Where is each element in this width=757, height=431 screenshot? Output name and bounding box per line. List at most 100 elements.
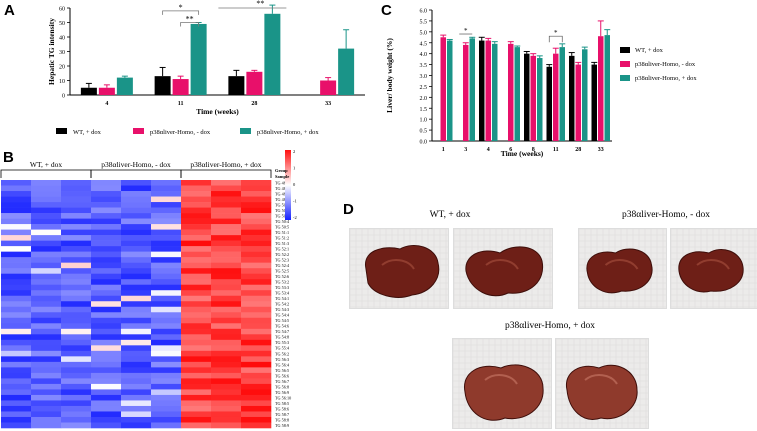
heatmap-cell <box>121 213 152 219</box>
heatmap-cell <box>181 290 212 297</box>
heatmap-cell <box>181 218 212 225</box>
heatmap-cell <box>181 372 212 379</box>
heatmap-row-label: TG 51:2 <box>275 236 289 241</box>
heatmap-cell <box>151 229 182 236</box>
heatmap-b: TG 48:0TG 48:1TG 48:2TG 48:3TG 50:1TG 50… <box>0 149 297 429</box>
y-tick-label: 3.5 <box>420 63 428 69</box>
heatmap-cell <box>91 235 122 241</box>
heatmap-cell <box>211 246 242 252</box>
colorbar-tick: -2 <box>293 215 297 220</box>
y-axis-label: Liver/ body weight (%) <box>385 38 394 113</box>
heatmap-row-label: TG 58:8 <box>275 417 289 422</box>
x-tick-label: 4 <box>105 101 108 107</box>
heatmap-cell <box>31 213 62 219</box>
heatmap-cell <box>61 328 92 335</box>
heatmap-cell <box>211 389 242 396</box>
heatmap-cell <box>151 235 182 241</box>
heatmap-cell <box>241 224 272 230</box>
heatmap-cell <box>151 339 182 346</box>
heatmap-cell <box>121 284 152 291</box>
heatmap-cell <box>241 290 272 297</box>
heatmap-cell <box>241 268 272 274</box>
heatmap-cell <box>31 235 62 241</box>
heatmap-cell <box>31 411 62 418</box>
heatmap-row-label: TG 56:9 <box>275 390 289 395</box>
heatmap-cell <box>31 372 62 379</box>
heatmap-row-label: TG 54:1 <box>275 296 289 301</box>
heatmap-cell <box>61 361 92 368</box>
heatmap-cell <box>241 389 272 396</box>
heatmap-cell <box>241 207 272 214</box>
heatmap-cell <box>241 372 272 379</box>
heatmap-cell <box>91 312 122 319</box>
heatmap-row-label: TG 50:2 <box>275 208 289 213</box>
bar-minus <box>553 53 559 141</box>
heatmap-cell <box>1 416 32 423</box>
heatmap-cell <box>151 306 182 313</box>
liver-highlight <box>485 259 519 270</box>
heatmap-cell <box>121 240 152 247</box>
heatmap-group-bracket <box>90 169 182 178</box>
heatmap-row-label: TG 56:3 <box>275 357 289 362</box>
heatmap-row-label: TG 56:8 <box>275 384 289 389</box>
heatmap-cell <box>241 317 272 324</box>
heatmap-cell <box>211 312 242 319</box>
bar-minus <box>598 36 604 142</box>
heatmap-cell <box>181 323 212 330</box>
panel-letter-d: D <box>343 201 354 218</box>
y-tick-label: 2.5 <box>420 85 428 91</box>
legend-swatch <box>240 128 251 134</box>
heatmap-cell <box>61 284 92 291</box>
liver-photo-wt-1 <box>349 228 449 309</box>
heatmap-cell <box>121 394 152 401</box>
heatmap-cell <box>61 394 92 401</box>
heatmap-cell <box>121 367 152 374</box>
heatmap-cell <box>241 284 272 291</box>
significance-bracket <box>548 35 563 43</box>
y-tick-label: 40 <box>59 36 65 42</box>
heatmap-cell <box>181 180 212 186</box>
legend-label: WT, + dox <box>73 129 102 136</box>
heatmap-cell <box>31 284 62 291</box>
heatmap-cell <box>1 328 32 335</box>
heatmap-cell <box>211 350 242 357</box>
heatmap-cell <box>61 191 92 197</box>
heatmap-cell <box>1 383 32 390</box>
heatmap-cell <box>121 202 152 208</box>
heatmap-cell <box>121 273 152 280</box>
heatmap-cell <box>91 356 122 363</box>
photo-label-minus: p38αliver-Homo, - dox <box>622 210 710 220</box>
heatmap-cell <box>121 235 152 241</box>
heatmap-cell <box>181 339 212 346</box>
heatmap-cell <box>151 411 182 418</box>
bar-wt <box>546 66 552 141</box>
heatmap-cell <box>91 422 122 429</box>
heatmap-cell <box>211 191 242 197</box>
bar-wt <box>591 64 597 141</box>
colorbar-tick: 2 <box>293 149 295 154</box>
heatmap-cell <box>241 295 272 302</box>
heatmap-cell <box>151 422 182 429</box>
heatmap-cell <box>1 301 32 308</box>
heatmap-cell <box>61 207 92 214</box>
heatmap-cell <box>181 262 212 269</box>
legend-swatch <box>56 128 67 134</box>
heatmap-cell <box>151 295 182 302</box>
heatmap-cell <box>61 180 92 186</box>
heatmap-cell <box>151 224 182 230</box>
heatmap-cell <box>31 361 62 368</box>
bar-plus <box>338 48 355 95</box>
heatmap-cell <box>121 290 152 297</box>
panel-letter-b: B <box>3 149 14 166</box>
heatmap-cell <box>91 383 122 390</box>
heatmap-cell <box>151 312 182 319</box>
heatmap-cell <box>151 180 182 186</box>
heatmap-cell <box>61 312 92 319</box>
heatmap-cell <box>31 273 62 280</box>
heatmap-cell <box>241 306 272 313</box>
heatmap-cell <box>91 328 122 335</box>
heatmap-cell <box>91 350 122 357</box>
heatmap-row-label: TG 52:6 <box>275 274 289 279</box>
heatmap-cell <box>1 312 32 319</box>
heatmap-cell <box>151 328 182 335</box>
